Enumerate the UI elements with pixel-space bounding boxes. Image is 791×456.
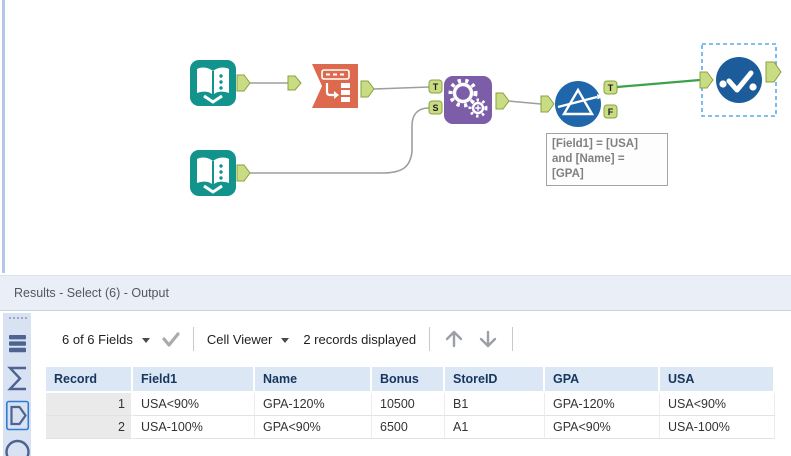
output-anchor-view-icon[interactable] xyxy=(10,405,27,426)
filter-tool[interactable] xyxy=(555,81,603,127)
fields-summary-dropdown[interactable]: 6 of 6 Fields xyxy=(62,331,133,347)
canvas-left-edge-divider xyxy=(2,0,5,273)
input-data-book-icon xyxy=(197,67,229,104)
wire-gears-to-filter[interactable] xyxy=(507,100,542,105)
annotation-line: and [Name] = xyxy=(552,153,625,165)
results-toolbar: 6 of 6 Fields Cell Viewer 2 records disp… xyxy=(62,316,526,362)
profile-view-icon[interactable] xyxy=(5,439,30,456)
transpose-output-anchor[interactable] xyxy=(360,80,375,98)
column-header-gpa[interactable]: GPA xyxy=(545,367,660,393)
records-displayed-text: 2 records displayed xyxy=(303,331,417,347)
results-pane-header: Results - Select (6) - Output xyxy=(0,275,791,311)
gears-icon xyxy=(448,78,488,118)
toolbar-separator xyxy=(192,327,194,351)
arrow-up-icon[interactable] xyxy=(443,329,465,349)
column-header-name[interactable]: Name xyxy=(255,367,372,393)
select-input-anchor[interactable] xyxy=(699,71,714,89)
results-left-strip xyxy=(3,313,31,456)
column-header-record[interactable]: Record xyxy=(46,367,133,393)
strip-grip-handle xyxy=(8,316,28,320)
filter-triangle-icon xyxy=(557,87,603,116)
record-number-cell[interactable]: 1 xyxy=(46,393,133,416)
table-cell[interactable]: 6500 xyxy=(372,416,445,439)
svg-text:F: F xyxy=(608,107,614,117)
apply-checkmark-icon[interactable] xyxy=(162,331,180,347)
gears-macro-tool[interactable] xyxy=(444,76,492,124)
column-header-bonus[interactable]: Bonus xyxy=(372,367,445,393)
input2-output-anchor[interactable] xyxy=(236,164,251,182)
table-cell[interactable]: USA-100% xyxy=(660,416,775,439)
filter-output-anchor-F[interactable]: F xyxy=(603,104,618,119)
table-cell[interactable]: USA-100% xyxy=(133,416,255,439)
input-data-book-icon xyxy=(197,157,229,194)
table-cell[interactable]: GPA<90% xyxy=(545,416,660,439)
table-cell[interactable]: 10500 xyxy=(372,393,445,416)
chevron-down-icon[interactable] xyxy=(141,337,150,343)
table-cell[interactable]: USA<90% xyxy=(133,393,255,416)
output-anchor-selected-outline xyxy=(5,400,30,431)
results-data-grid: Record Field1 Name Bonus StoreID GPA USA… xyxy=(46,367,775,439)
filter-input-anchor[interactable] xyxy=(540,95,555,113)
cell-viewer-dropdown[interactable]: Cell Viewer xyxy=(206,331,273,347)
select-checkmark-icon xyxy=(719,70,757,93)
table-cell[interactable]: GPA-120% xyxy=(255,393,372,416)
table-row: 1 USA<90% GPA-120% 10500 B1 GPA-120% USA… xyxy=(46,393,775,416)
toolbar-separator xyxy=(512,327,514,351)
table-cell[interactable]: USA<90% xyxy=(660,393,775,416)
input1-output-anchor[interactable] xyxy=(236,74,251,92)
filter-output-anchor-T[interactable]: T xyxy=(603,80,618,95)
table-cell[interactable]: GPA<90% xyxy=(255,416,372,439)
select-output-anchor[interactable] xyxy=(765,61,782,83)
table-cell[interactable]: GPA-120% xyxy=(545,393,660,416)
toolbar-separator xyxy=(429,327,431,351)
results-strip-icons xyxy=(5,316,30,456)
wire-filter-to-select-highlighted[interactable] xyxy=(616,78,701,89)
table-row: 2 USA-100% GPA<90% 6500 A1 GPA<90% USA-1… xyxy=(46,416,775,439)
wire-transpose-to-gears[interactable] xyxy=(373,86,430,90)
gears-input-anchor-T[interactable]: T xyxy=(428,79,443,94)
chevron-down-icon[interactable] xyxy=(281,337,290,343)
svg-text:T: T xyxy=(433,82,439,92)
record-number-cell[interactable]: 2 xyxy=(46,416,133,439)
transpose-input-anchor[interactable] xyxy=(287,75,302,91)
input-anchor-view-icon[interactable] xyxy=(7,366,26,391)
arrow-down-icon[interactable] xyxy=(477,329,499,349)
transpose-arrange-icon xyxy=(321,69,350,102)
gears-input-anchor-S[interactable]: S xyxy=(428,100,443,115)
input-data-tool-1[interactable] xyxy=(190,60,236,106)
header-row: Record Field1 Name Bonus StoreID GPA USA xyxy=(46,367,775,393)
annotation-line: [Field1] = [USA] xyxy=(552,138,638,150)
transpose-tool[interactable] xyxy=(312,64,358,108)
svg-text:S: S xyxy=(432,103,438,113)
column-header-field1[interactable]: Field1 xyxy=(133,367,255,393)
select-tool[interactable] xyxy=(716,57,762,103)
column-header-usa[interactable]: USA xyxy=(660,367,775,393)
metadata-view-icon[interactable] xyxy=(9,335,26,353)
results-pane-title: Results - Select (6) - Output xyxy=(14,286,169,300)
input-data-tool-2[interactable] xyxy=(190,150,236,196)
gears-output-anchor[interactable] xyxy=(495,92,510,110)
table-cell[interactable]: A1 xyxy=(445,416,545,439)
workflow-canvas[interactable]: T S T F xyxy=(0,0,791,275)
table-cell[interactable]: B1 xyxy=(445,393,545,416)
svg-text:T: T xyxy=(608,83,614,93)
wire-input2-to-gears[interactable] xyxy=(249,107,430,174)
column-header-storeid[interactable]: StoreID xyxy=(445,367,545,393)
annotation-line: [GPA] xyxy=(552,168,584,180)
filter-annotation[interactable]: [Field1] = [USA] and [Name] = [GPA] xyxy=(546,133,668,186)
